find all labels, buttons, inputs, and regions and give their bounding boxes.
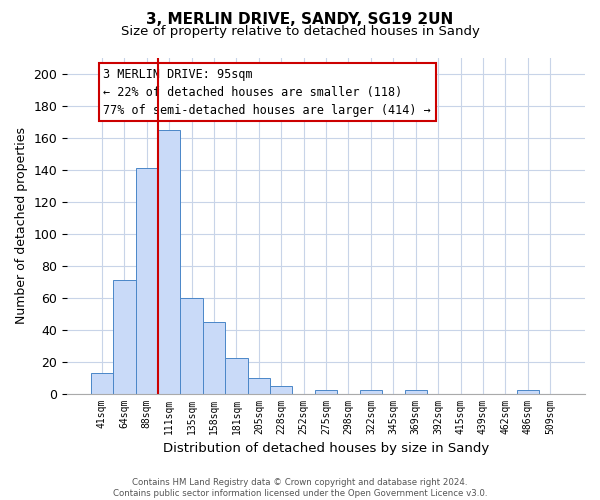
Bar [315, 390, 337, 394]
Bar [360, 390, 382, 394]
Y-axis label: Number of detached properties: Number of detached properties [15, 127, 28, 324]
Text: 3 MERLIN DRIVE: 95sqm
← 22% of detached houses are smaller (118)
77% of semi-det: 3 MERLIN DRIVE: 95sqm ← 22% of detached … [103, 68, 431, 116]
Bar [158, 130, 181, 394]
Bar [136, 168, 158, 394]
Bar [181, 298, 203, 394]
Bar [270, 386, 292, 394]
Bar [517, 390, 539, 394]
Bar [203, 322, 225, 394]
Bar [113, 280, 136, 394]
Text: Contains HM Land Registry data © Crown copyright and database right 2024.
Contai: Contains HM Land Registry data © Crown c… [113, 478, 487, 498]
X-axis label: Distribution of detached houses by size in Sandy: Distribution of detached houses by size … [163, 442, 489, 455]
Bar [404, 390, 427, 394]
Bar [248, 378, 270, 394]
Bar [91, 373, 113, 394]
Text: Size of property relative to detached houses in Sandy: Size of property relative to detached ho… [121, 25, 479, 38]
Text: 3, MERLIN DRIVE, SANDY, SG19 2UN: 3, MERLIN DRIVE, SANDY, SG19 2UN [146, 12, 454, 28]
Bar [225, 358, 248, 394]
